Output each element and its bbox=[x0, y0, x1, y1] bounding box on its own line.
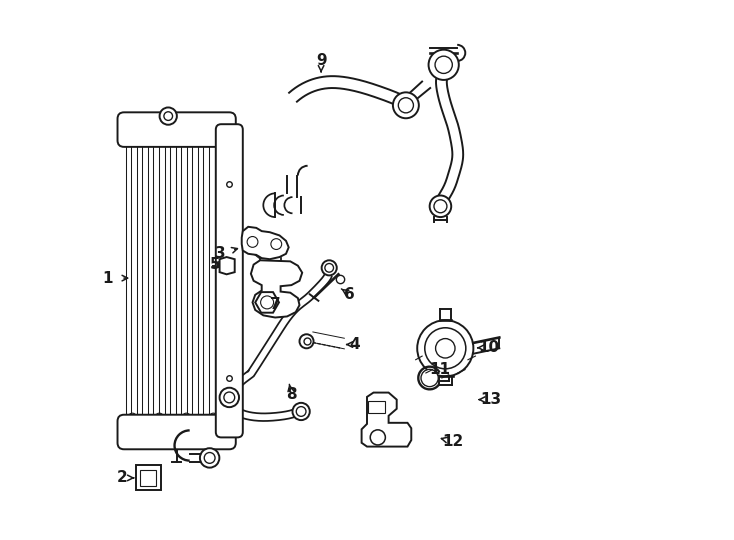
Circle shape bbox=[159, 107, 177, 125]
Circle shape bbox=[200, 448, 219, 468]
Text: 13: 13 bbox=[481, 392, 502, 407]
Circle shape bbox=[224, 392, 235, 403]
FancyBboxPatch shape bbox=[140, 470, 156, 486]
Polygon shape bbox=[241, 227, 288, 259]
Circle shape bbox=[292, 403, 310, 420]
Text: 5: 5 bbox=[209, 257, 220, 272]
Text: 3: 3 bbox=[215, 246, 225, 261]
Circle shape bbox=[325, 264, 333, 272]
Circle shape bbox=[297, 407, 306, 416]
Text: 9: 9 bbox=[316, 53, 327, 68]
Circle shape bbox=[425, 328, 466, 369]
FancyBboxPatch shape bbox=[368, 401, 385, 413]
FancyBboxPatch shape bbox=[136, 465, 161, 490]
Text: 8: 8 bbox=[286, 387, 297, 402]
Text: 12: 12 bbox=[443, 434, 464, 449]
Text: 4: 4 bbox=[350, 337, 360, 352]
Polygon shape bbox=[362, 393, 411, 447]
Text: 11: 11 bbox=[429, 362, 450, 377]
Circle shape bbox=[219, 388, 239, 407]
Circle shape bbox=[299, 334, 313, 348]
FancyBboxPatch shape bbox=[117, 415, 236, 449]
Circle shape bbox=[421, 369, 438, 387]
Text: 10: 10 bbox=[479, 340, 500, 355]
Text: 2: 2 bbox=[117, 470, 128, 485]
Circle shape bbox=[321, 260, 337, 275]
Circle shape bbox=[435, 56, 452, 73]
FancyBboxPatch shape bbox=[216, 124, 243, 437]
Circle shape bbox=[417, 320, 473, 376]
Polygon shape bbox=[251, 260, 302, 318]
Circle shape bbox=[429, 50, 459, 80]
Circle shape bbox=[271, 239, 282, 249]
Text: 1: 1 bbox=[103, 271, 113, 286]
Polygon shape bbox=[219, 257, 235, 274]
Circle shape bbox=[435, 339, 455, 358]
Circle shape bbox=[429, 195, 451, 217]
Text: 7: 7 bbox=[270, 297, 280, 312]
Text: 6: 6 bbox=[344, 287, 355, 302]
Circle shape bbox=[164, 112, 172, 120]
Circle shape bbox=[399, 98, 413, 113]
Circle shape bbox=[434, 200, 447, 213]
Circle shape bbox=[261, 296, 274, 309]
Circle shape bbox=[370, 430, 385, 445]
FancyBboxPatch shape bbox=[117, 112, 236, 147]
Circle shape bbox=[204, 453, 215, 463]
Circle shape bbox=[393, 92, 419, 118]
Circle shape bbox=[247, 237, 258, 247]
